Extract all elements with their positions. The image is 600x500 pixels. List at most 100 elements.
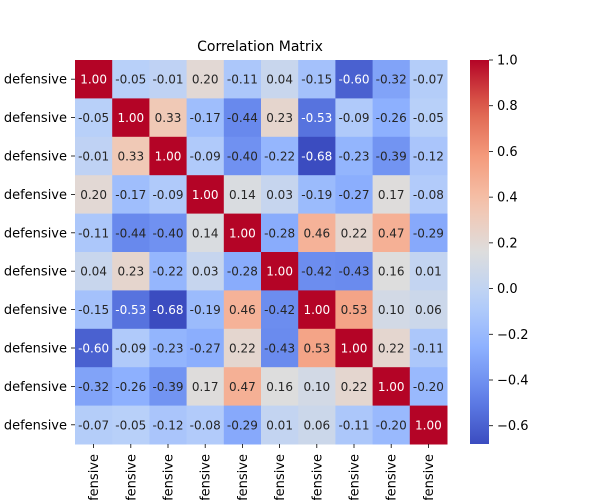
heatmap-cell-r2-c5	[261, 136, 299, 176]
heatmap-cell-r6-c7	[335, 290, 374, 330]
column-tick-label-6: defensive	[310, 454, 325, 500]
heatmap-cell-r0-c0	[75, 60, 113, 99]
cell-annotation-r3-c0: 0.20	[80, 188, 107, 202]
cell-annotation-r1-c1: 1.00	[117, 111, 144, 125]
cell-annotation-r0-c3: 0.20	[192, 73, 219, 87]
cell-annotation-r0-c8: -0.32	[376, 73, 407, 87]
cell-annotation-r9-c5: 0.01	[266, 418, 293, 432]
cell-annotation-r2-c8: -0.39	[376, 150, 407, 164]
heatmap-cell-r5-c9	[409, 252, 448, 291]
cell-annotation-r9-c8: -0.20	[376, 418, 407, 432]
cell-annotation-r6-c2: -0.68	[152, 303, 183, 317]
colorbar-tick-label-0: 1.0	[497, 54, 518, 69]
cell-annotation-r1-c2: 0.33	[155, 111, 182, 125]
heatmap-cell-r4-c1	[112, 213, 150, 253]
cell-annotation-r7-c9: -0.11	[413, 342, 444, 356]
cell-annotation-r3-c3: 1.00	[192, 188, 219, 202]
heatmap-cell-r7-c8	[372, 328, 411, 368]
heatmap-cell-r8-c5	[261, 367, 299, 407]
heatmap-cell-r0-c4	[223, 60, 262, 99]
cell-annotation-r6-c6: 1.00	[303, 303, 330, 317]
cell-annotation-r0-c0: 1.00	[80, 73, 107, 87]
column-tick-label-8: defensive	[385, 454, 400, 500]
row-tick-label-4: defensive	[4, 226, 67, 241]
row-tick-label-5: defensive	[4, 265, 67, 280]
heatmap-cell-r2-c7	[335, 136, 374, 176]
heatmap-cell-r8-c1	[112, 367, 150, 407]
heatmap-cell-r7-c9	[409, 328, 448, 368]
heatmap-cell-r1-c0	[75, 98, 113, 138]
cell-annotation-r2-c5: -0.22	[264, 150, 295, 164]
cell-annotation-r2-c1: 0.33	[117, 150, 144, 164]
heatmap-cell-r3-c7	[335, 175, 374, 215]
cell-annotation-r9-c2: -0.12	[152, 418, 183, 432]
row-tick-label-1: defensive	[4, 111, 67, 126]
heatmap-cell-r2-c1	[112, 136, 150, 176]
cell-annotation-r5-c7: -0.43	[338, 265, 369, 279]
heatmap-cell-r3-c8	[372, 175, 411, 215]
heatmap-cell-r5-c2	[149, 252, 188, 291]
cell-annotation-r2-c0: -0.01	[78, 150, 109, 164]
cell-annotation-r3-c2: -0.09	[152, 188, 183, 202]
heatmap-cell-r2-c6	[298, 136, 336, 176]
heatmap-cell-r6-c3	[186, 290, 225, 330]
cell-annotation-r4-c5: -0.28	[264, 226, 295, 240]
heatmap-cell-r6-c9	[409, 290, 448, 330]
heatmap-cell-r4-c5	[261, 213, 299, 253]
heatmap-cell-r5-c5	[261, 252, 299, 291]
cell-annotation-r1-c5: 0.23	[266, 111, 293, 125]
cell-annotation-r1-c9: -0.05	[413, 111, 444, 125]
column-tick-label-7: defensive	[348, 454, 363, 500]
column-tick-label-5: defensive	[273, 454, 288, 500]
colorbar-tick-label-6: −0.2	[497, 328, 529, 343]
cell-annotation-r8-c1: -0.26	[115, 380, 146, 394]
cell-annotation-r9-c0: -0.07	[78, 418, 109, 432]
heatmap-cell-r9-c3	[186, 405, 225, 445]
cell-annotation-r0-c1: -0.05	[115, 73, 146, 87]
heatmap-cell-r3-c5	[261, 175, 299, 215]
heatmap-cell-r8-c7	[335, 367, 374, 407]
cell-annotation-r1-c8: -0.26	[376, 111, 407, 125]
heatmap-cell-r6-c8	[372, 290, 411, 330]
cell-annotation-r5-c8: 0.16	[378, 265, 405, 279]
cell-annotation-r2-c4: -0.40	[227, 150, 258, 164]
cell-annotation-r7-c6: 0.53	[303, 342, 330, 356]
heatmap-cell-r9-c8	[372, 405, 411, 445]
heatmap-cell-r9-c5	[261, 405, 299, 445]
cell-annotation-r8-c0: -0.32	[78, 380, 109, 394]
heatmap-cell-r7-c3	[186, 328, 225, 368]
heatmap-cell-r0-c1	[112, 60, 150, 99]
heatmap-cell-r0-c6	[298, 60, 336, 99]
cell-annotation-r3-c4: 0.14	[229, 188, 256, 202]
column-tick-label-1: defensive	[124, 454, 139, 500]
heatmap-cell-r8-c6	[298, 367, 336, 407]
heatmap-cell-r8-c9	[409, 367, 448, 407]
cell-annotation-r0-c7: -0.60	[338, 73, 369, 87]
heatmap-cell-r4-c6	[298, 213, 336, 253]
cell-annotation-r8-c8: 1.00	[378, 380, 405, 394]
heatmap-cell-r9-c4	[223, 405, 262, 445]
heatmap-cell-r0-c2	[149, 60, 188, 99]
row-tick-label-0: defensive	[4, 73, 67, 88]
cell-annotation-r5-c1: 0.23	[117, 265, 144, 279]
heatmap-cell-r5-c0	[75, 252, 113, 291]
heatmap-cell-r9-c6	[298, 405, 336, 445]
heatmap-cell-r7-c5	[261, 328, 299, 368]
cell-annotation-r0-c4: -0.11	[227, 73, 258, 87]
column-tick-labels: defensive defensive defensive defensive defe…	[87, 444, 437, 500]
row-tick-label-9: defensive	[4, 418, 67, 433]
heatmap-cell-r2-c3	[186, 136, 225, 176]
heatmap-cells	[75, 60, 448, 445]
colorbar-tick-label-8: −0.6	[497, 419, 529, 434]
cell-annotation-r4-c1: -0.44	[115, 226, 146, 240]
heatmap-cell-r7-c2	[149, 328, 188, 368]
cell-annotation-r4-c7: 0.22	[341, 226, 368, 240]
heatmap-cell-r1-c2	[149, 98, 188, 138]
cell-annotation-r5-c3: 0.03	[192, 265, 219, 279]
heatmap-cell-r0-c5	[261, 60, 299, 99]
cell-annotation-r8-c5: 0.16	[266, 380, 293, 394]
chart-title: Correlation Matrix	[197, 39, 323, 55]
colorbar-tick-label-3: 0.4	[497, 191, 518, 206]
cell-annotation-r9-c9: 1.00	[415, 418, 442, 432]
